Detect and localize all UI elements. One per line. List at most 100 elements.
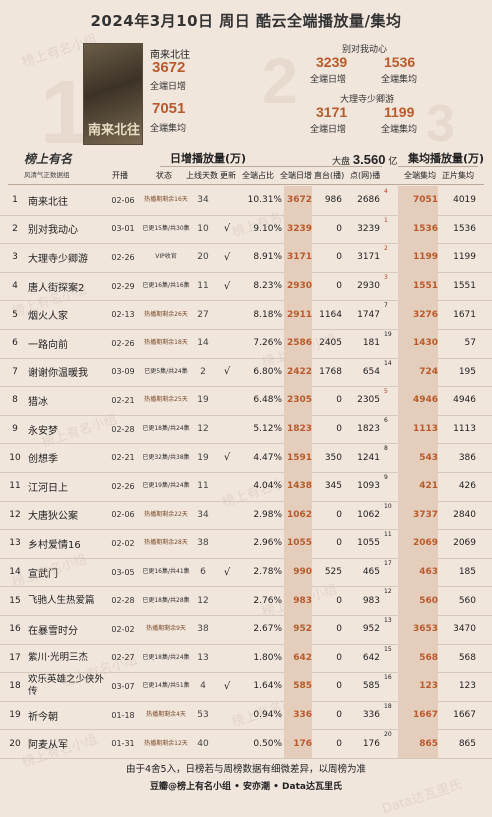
share-cell: 8.23% [253, 281, 282, 292]
days-cell: 20 [197, 252, 209, 263]
title-cell: 别对我动心 [28, 225, 78, 237]
col-total: 全端日增 [280, 171, 312, 180]
tv-cell: 0 [336, 652, 342, 663]
date-cell: 02-06 [111, 510, 135, 520]
days-cell: 12 [197, 424, 209, 435]
days-cell: 38 [197, 624, 209, 635]
rank-cell: 18 [9, 681, 21, 692]
daily-total-cell: 642 [284, 643, 312, 673]
table-row: 17 紫川·光明三杰 02-27 已更18集/共24集 13 1.80% 642 0 642 15… [0, 643, 492, 674]
status-cell: 已更18集/共24集 [142, 425, 190, 433]
table-row: 7 谢谢你温暖我 03-09 已更5集/共24集 2 √ 6.80% 2422 1768 654 1… [0, 357, 492, 388]
table-row: 14 宣武门 03-05 已更16集/共41集 6 √ 2.78% 990 525 465 17 46… [0, 557, 492, 588]
rank-change-cell: 14 [384, 359, 392, 367]
rank-cell: 13 [9, 538, 21, 549]
days-cell: 34 [197, 509, 209, 520]
all-avg-cell: 3653 [398, 615, 438, 644]
days-cell: 11 [197, 481, 209, 492]
table-row: 3 大理寺少卿游 02-26 VIP收官 20 √ 8.91% 3171 0 3171 2 1199 1… [0, 243, 492, 273]
col-update: 更新 [220, 171, 236, 180]
top2-avg: 1536 [384, 54, 416, 70]
update-check [218, 329, 236, 358]
rank-change-cell: 18 [384, 702, 392, 710]
table-row: 10 创想季 02-21 已更32集/共38集 19 √ 4.47% 1591 350 1241 8… [0, 443, 492, 473]
all-avg-cell: 1113 [398, 414, 438, 444]
all-avg-cell: 1430 [398, 329, 438, 358]
date-cell: 03-09 [111, 367, 135, 377]
ep-avg-cell: 2069 [453, 538, 476, 549]
rank-cell: 17 [9, 652, 21, 663]
header-divider [160, 166, 382, 167]
ep-avg-cell: 1551 [453, 281, 476, 292]
days-cell: 19 [197, 395, 209, 406]
update-check [218, 386, 236, 415]
update-check [218, 501, 236, 530]
share-cell: 8.18% [253, 309, 282, 320]
update-check [218, 729, 236, 758]
ep-avg-cell: 3470 [453, 624, 476, 635]
all-avg-cell: 123 [398, 672, 438, 701]
share-cell: 4.04% [253, 481, 282, 492]
net-cell: 465 [362, 567, 380, 578]
share-cell: 2.78% [253, 567, 282, 578]
ep-avg-cell: 386 [458, 452, 476, 463]
top1-name: 南来北往 [150, 50, 190, 61]
rank-cell: 12 [9, 509, 21, 520]
title-cell: 一路向前 [28, 339, 68, 351]
ep-avg-cell: 123 [458, 681, 476, 692]
date-cell: 02-06 [111, 195, 135, 205]
status-cell: 热播期剩余18天 [144, 339, 188, 347]
rank-change-cell: 16 [384, 674, 392, 682]
rank-change-cell: 1 [384, 216, 388, 224]
col-date: 开播 [112, 171, 128, 180]
net-cell: 983 [362, 595, 380, 606]
daily-total-cell: 1438 [284, 472, 312, 501]
table-row: 12 大唐狄公案 02-06 热播期剩余22天 34 2.98% 1062 0 1062 10 37… [0, 500, 492, 531]
top3-name: 大理寺少卿游 [340, 95, 395, 105]
status-cell: 热播期剩余16天 [144, 196, 188, 204]
page-title: 2024年3月10日 周日 酷云全端播放量/集均 [90, 12, 402, 30]
days-cell: 27 [197, 309, 209, 320]
all-avg-cell: 3737 [398, 500, 438, 530]
net-cell: 176 [362, 738, 380, 749]
ep-avg-cell: 57 [464, 338, 476, 349]
all-avg-cell: 543 [398, 443, 438, 472]
days-cell: 6 [200, 567, 206, 578]
daily-total-cell: 1062 [284, 500, 312, 530]
status-cell: 已更5集/共24集 [144, 367, 188, 375]
update-check [218, 644, 236, 673]
date-cell: 03-01 [111, 224, 135, 234]
date-cell: 02-21 [111, 395, 135, 405]
daily-total-cell: 3171 [284, 243, 312, 272]
top2-avg-label: 全端集均 [381, 75, 418, 85]
top3-avg: 1199 [384, 104, 415, 120]
title-cell: 宣武门 [28, 568, 58, 580]
footer-note: 由于4舍5入，日榜若与周榜数据有细微差异，以周榜为准 [125, 764, 367, 775]
ep-avg-cell: 568 [458, 652, 476, 663]
update-check [218, 615, 236, 644]
share-cell: 1.80% [253, 652, 282, 663]
rank-change-cell: 19 [384, 331, 392, 338]
share-cell: 2.96% [253, 538, 282, 549]
status-cell: VIP收官 [155, 253, 177, 261]
share-cell: 2.67% [253, 624, 282, 635]
date-cell: 03-07 [111, 681, 135, 691]
share-cell: 10.31% [247, 195, 282, 206]
days-cell: 2 [200, 366, 206, 377]
net-cell: 2686 [357, 195, 380, 206]
rank-cell: 15 [9, 595, 21, 606]
title-cell: 乡村爱情16 [28, 539, 81, 551]
net-cell: 1055 [357, 538, 380, 549]
rank-cell: 7 [12, 366, 18, 377]
footer-credits: 豆瓣@榜上有名小组 • 安亦潮 • Data达瓦里氏 [150, 782, 342, 792]
tv-cell: 2405 [319, 338, 342, 349]
net-cell: 3239 [357, 223, 380, 234]
share-cell: 0.50% [253, 738, 282, 749]
status-cell: 已更18集/共24集 [142, 653, 190, 661]
col-ep-avg: 正片集均 [442, 171, 474, 180]
title-cell: 唐人街探案2 [28, 282, 85, 294]
table-row: 15 飞驰人生热爱篇 02-28 已更18集/共28集 12 2.76% 983 0 983 12… [0, 586, 492, 616]
table-row: 11 江河日上 02-26 已更19集/共24集 11 4.04% 1438 345 1093 9… [0, 472, 492, 502]
ep-avg-cell: 185 [458, 567, 476, 578]
market-total: 大盘 3.560 亿 [332, 152, 397, 167]
